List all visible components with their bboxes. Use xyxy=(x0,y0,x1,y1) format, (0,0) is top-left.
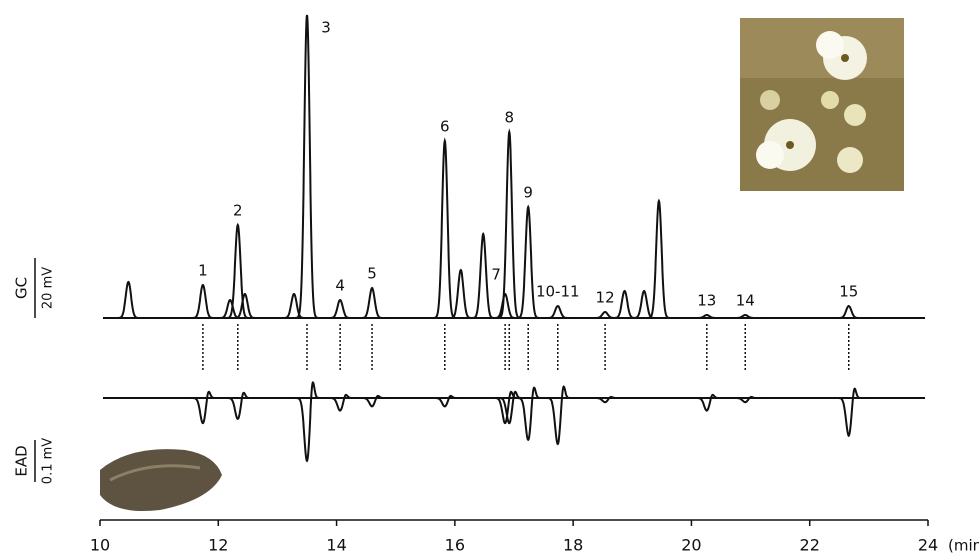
peak-label: 1 xyxy=(198,262,208,280)
ead-response xyxy=(545,385,574,446)
x-tick-label: 10 xyxy=(90,536,110,555)
peak-label: 3 xyxy=(321,19,331,37)
peak-label: 7 xyxy=(491,266,501,284)
gc-peak xyxy=(632,289,660,319)
peak-label: 12 xyxy=(596,289,615,307)
x-tick-label: 16 xyxy=(445,536,465,555)
peak-label: 15 xyxy=(839,283,858,301)
x-tick-label: 12 xyxy=(208,536,228,555)
gc-peak xyxy=(360,286,388,319)
gc-peak xyxy=(116,280,144,319)
ead-response xyxy=(516,386,544,442)
peak-label: 2 xyxy=(233,202,243,220)
ead-response xyxy=(295,381,323,463)
x-tick-label: 20 xyxy=(681,536,701,555)
ead-response xyxy=(328,393,356,412)
peak-label: 14 xyxy=(736,292,755,310)
ead-response xyxy=(226,391,253,421)
gc-peak xyxy=(612,289,640,319)
gc-peak xyxy=(433,137,460,319)
x-tick-label: 22 xyxy=(800,536,820,555)
peak-label: 10-11 xyxy=(536,283,580,301)
ead-response xyxy=(360,394,388,408)
ead-response xyxy=(433,394,460,408)
gc-peak xyxy=(647,198,675,319)
flower-photo xyxy=(740,18,904,191)
peak-label: 9 xyxy=(523,184,533,202)
x-tick-label: 24 xyxy=(918,536,938,555)
gc-peak xyxy=(497,128,525,319)
x-tick-label: 14 xyxy=(326,536,346,555)
peak-label: 4 xyxy=(335,277,345,295)
peak-label: 8 xyxy=(504,109,514,127)
ead-response xyxy=(191,390,218,425)
ead-label: EAD xyxy=(13,445,31,476)
gc-peak xyxy=(191,283,218,319)
gc-peak xyxy=(328,298,356,319)
ead-response xyxy=(733,396,761,404)
gc-peak xyxy=(226,222,253,319)
gc-peak xyxy=(448,268,477,319)
peak-label: 5 xyxy=(367,265,377,283)
x-axis-label: (min) xyxy=(948,537,979,555)
gc-peak xyxy=(695,314,723,319)
gc-scale-label: 20 mV xyxy=(41,267,56,309)
gc-peak xyxy=(233,292,260,319)
gc-peak xyxy=(545,304,574,319)
gc-peak xyxy=(282,292,310,319)
peak-label: 13 xyxy=(697,292,716,310)
ead-response xyxy=(836,387,865,438)
gc-peak xyxy=(733,314,761,319)
moth-photo xyxy=(100,449,222,511)
gc-label: GC xyxy=(13,277,31,299)
x-tick-label: 18 xyxy=(563,536,583,555)
ead-response xyxy=(695,393,723,412)
ead-scale-label: 0.1 mV xyxy=(41,438,56,484)
peak-label: 6 xyxy=(440,118,450,136)
gc-peak xyxy=(836,304,865,319)
ead-response xyxy=(593,396,621,404)
gc-peak xyxy=(295,14,323,319)
gc-peak xyxy=(516,204,544,319)
